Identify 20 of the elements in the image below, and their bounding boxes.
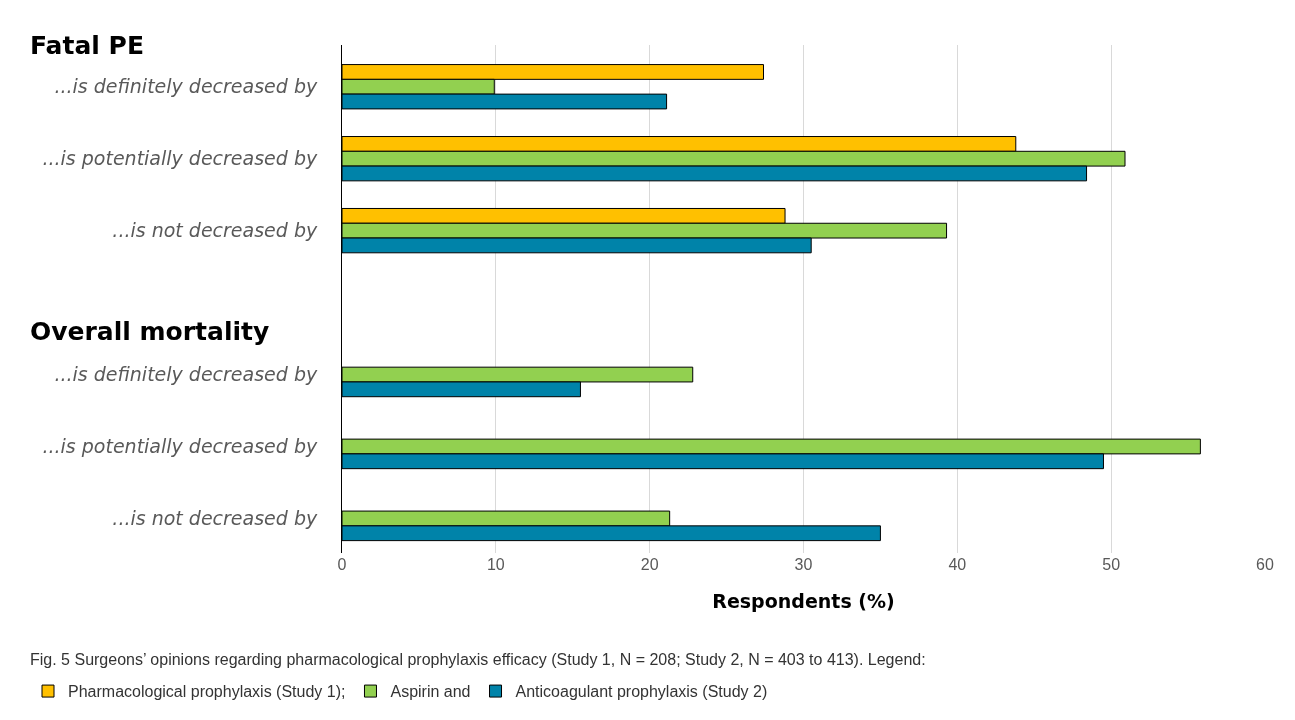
legend-label: Aspirin and [390,683,471,701]
y-tick-label: ...is not decreased by [112,219,318,242]
y-tick-label: ...is potentially decreased by [42,147,318,170]
x-tick-label: 20 [640,556,659,573]
legend-label: Pharmacological prophylaxis (Study 1); [68,683,346,701]
x-tick-label: 40 [948,556,967,573]
x-tick-label: 60 [1256,556,1274,573]
x-tick-label: 30 [794,556,813,573]
x-tick-label: 50 [1102,556,1121,573]
y-tick-label: ...is definitely decreased by [54,363,318,386]
text: Overall mortality [30,317,270,346]
caption: Fig. 5 Surgeons’ opinions regarding pharmacological prophylaxis efficacy (Study 1, N = 208; Study 2, N = 403 to 413). Legend: [30,651,926,668]
y-tick-label: ...is definitely decreased by [54,75,318,98]
text: Fatal PE [30,31,144,60]
x-axis-title: Respondents (%) [712,589,895,612]
y-tick-label: ...is potentially decreased by [42,435,318,458]
x-tick-label: 10 [486,556,505,573]
x-tick-label: 0 [337,556,347,573]
legend-label: Anticoagulant prophylaxis (Study 2) [515,683,768,701]
y-tick-label: ...is not decreased by [112,507,318,530]
